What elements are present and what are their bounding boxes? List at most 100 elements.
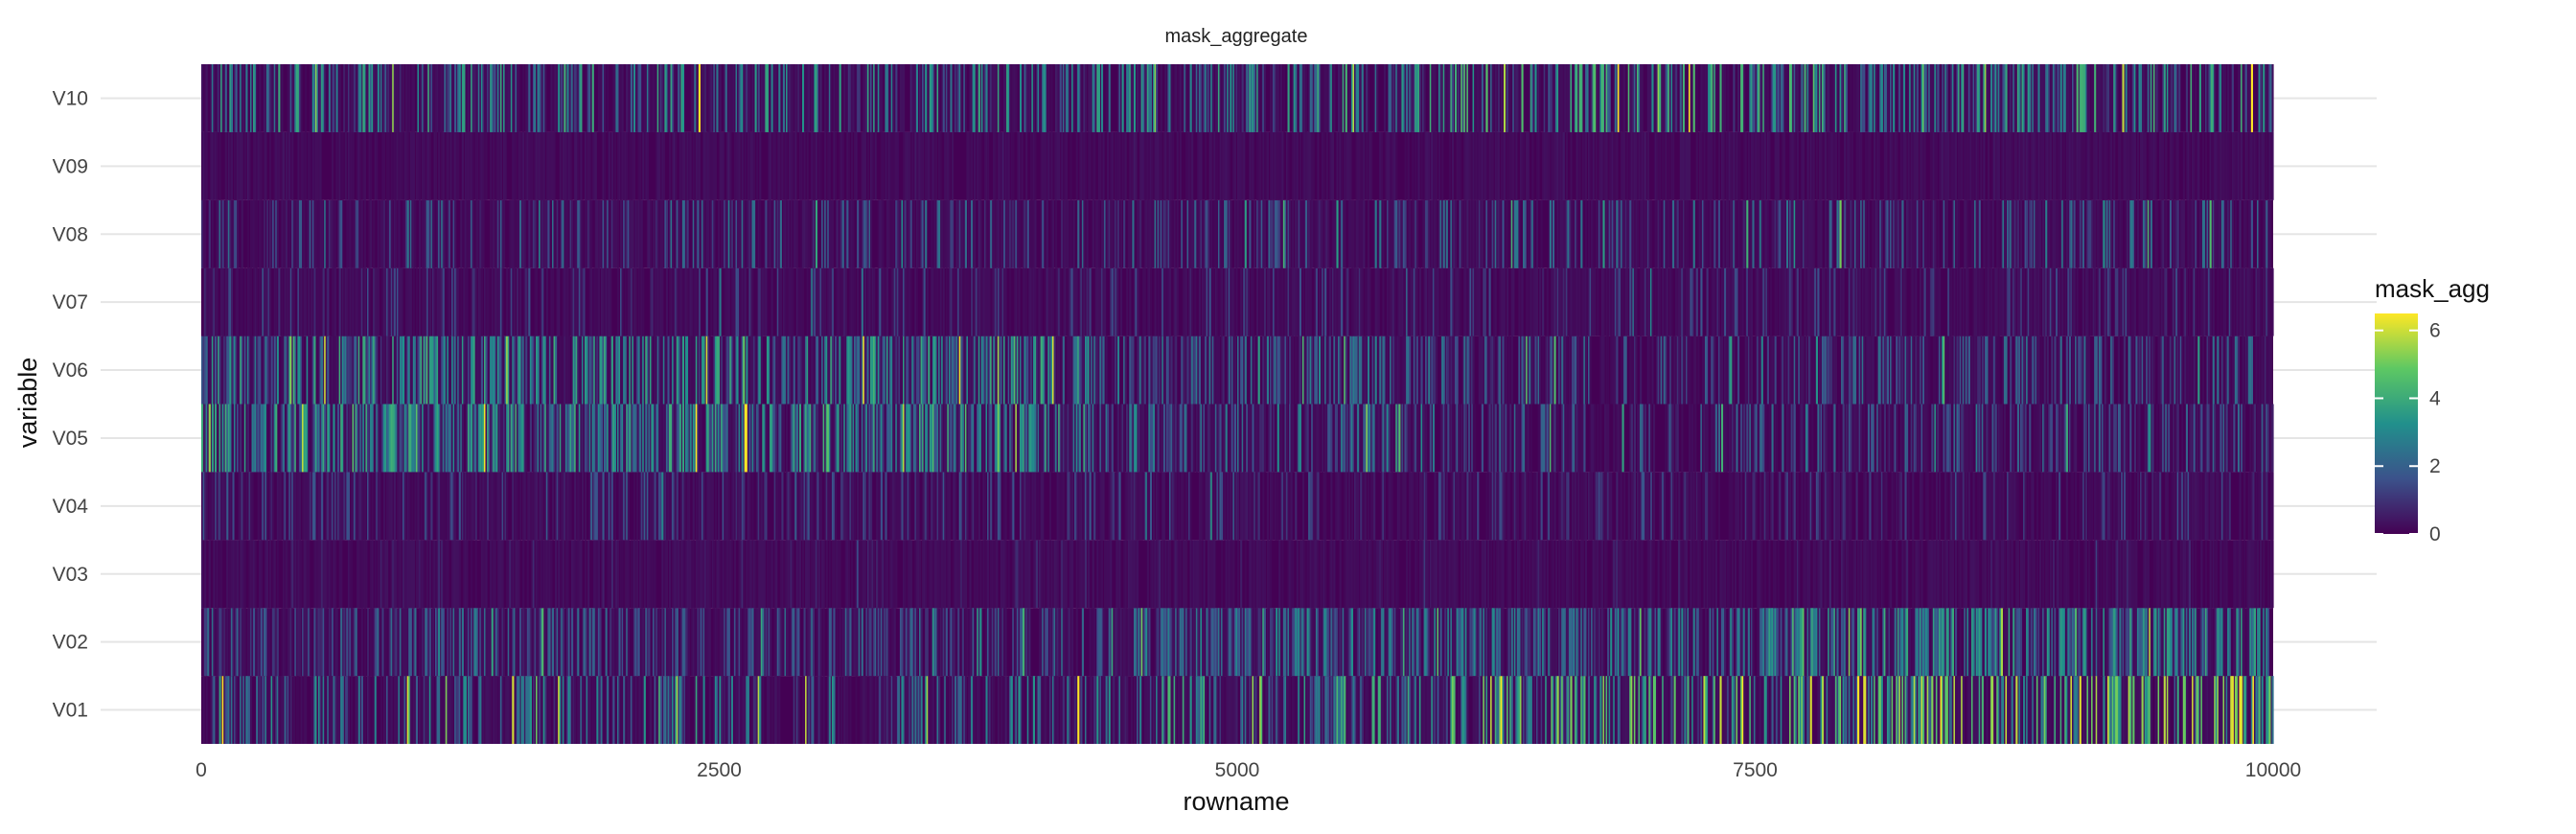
heatmap-cell (244, 608, 246, 676)
heatmap-cell (1765, 405, 1767, 473)
heatmap-cell (297, 676, 299, 744)
heatmap-cell (728, 472, 730, 540)
heatmap-cell (1360, 472, 1362, 540)
heatmap-cell (1028, 608, 1030, 676)
heatmap-cell (2020, 676, 2022, 744)
heatmap-cell (2050, 472, 2052, 540)
heatmap-cell (1300, 676, 1301, 744)
heatmap-cell (1875, 540, 1877, 608)
heatmap-cell (2001, 608, 2003, 676)
heatmap-cell (539, 676, 540, 744)
heatmap-cell (1699, 540, 1701, 608)
heatmap-cell (724, 676, 725, 744)
heatmap-cell (1447, 405, 1449, 473)
heatmap-cell (669, 608, 671, 676)
heatmap-cell (1118, 472, 1120, 540)
heatmap-cell (797, 608, 799, 676)
heatmap-cell (240, 608, 242, 676)
heatmap-cell (1817, 405, 1819, 473)
heatmap-cell (1093, 472, 1095, 540)
heatmap-cell (596, 676, 598, 744)
heatmap-cell (990, 472, 992, 540)
heatmap-cell (783, 405, 785, 473)
heatmap-cell (577, 608, 579, 676)
heatmap-cell (1463, 472, 1465, 540)
heatmap-cell (308, 540, 310, 608)
heatmap-cell (1392, 608, 1393, 676)
heatmap-cell (644, 540, 646, 608)
heatmap-cell (1729, 540, 1731, 608)
heatmap-cell (2109, 540, 2111, 608)
heatmap-cell (978, 676, 980, 744)
heatmap-cell (229, 405, 231, 473)
heatmap-cell (300, 540, 302, 608)
heatmap-cell (408, 472, 410, 540)
heatmap-cell (2216, 540, 2218, 608)
heatmap-cell (586, 405, 588, 473)
heatmap-cell (1057, 676, 1059, 744)
heatmap-cell (993, 676, 995, 744)
heatmap-cell (693, 472, 695, 540)
heatmap-cell (1856, 472, 1858, 540)
heatmap-cell (1169, 540, 1171, 608)
heatmap-cell (1239, 405, 1241, 473)
heatmap-cell (213, 676, 215, 744)
heatmap-row-v04 (201, 472, 2274, 540)
heatmap-cell (1678, 608, 1680, 676)
heatmap-cell (212, 472, 214, 540)
heatmap-cell (274, 540, 276, 608)
heatmap-cell (1878, 472, 1880, 540)
heatmap-cell (1340, 540, 1342, 608)
heatmap-cell (892, 405, 894, 473)
heatmap-cell (2168, 676, 2170, 744)
heatmap-cell (1583, 676, 1585, 744)
heatmap-cell (1382, 405, 1384, 473)
heatmap-cell (395, 540, 397, 608)
heatmap-cell (1528, 405, 1530, 473)
heatmap-cell (2243, 472, 2245, 540)
heatmap-cell (258, 472, 260, 540)
heatmap-cell (401, 405, 402, 473)
heatmap-cell (1745, 676, 1747, 744)
heatmap-cell (1622, 540, 1624, 608)
heatmap-cell (1843, 405, 1845, 473)
heatmap-cell (1190, 676, 1192, 744)
heatmap-cell (1477, 472, 1479, 540)
heatmap-cell (558, 540, 560, 608)
heatmap-cell (1653, 405, 1655, 473)
heatmap-cell (666, 540, 668, 608)
heatmap-cell (865, 676, 867, 744)
heatmap-cell (1737, 676, 1739, 744)
heatmap-cell (2271, 676, 2273, 744)
heatmap-cell (1234, 405, 1236, 473)
heatmap-cell (885, 472, 886, 540)
heatmap-cell (728, 676, 730, 744)
heatmap-cell (2119, 608, 2121, 676)
heatmap-cell (1270, 405, 1272, 473)
heatmap-cell (1582, 540, 1584, 608)
heatmap-cell (2088, 676, 2090, 744)
heatmap-cell (2002, 472, 2004, 540)
heatmap-cell (2088, 540, 2090, 608)
heatmap-cell (641, 540, 643, 608)
heatmap-cell (1022, 540, 1024, 608)
heatmap-cell (1973, 472, 1975, 540)
heatmap-cell (1553, 472, 1555, 540)
heatmap-cell (661, 540, 663, 608)
heatmap-cell (574, 676, 576, 744)
heatmap-cell (1846, 405, 1848, 473)
heatmap-cell (1656, 676, 1658, 744)
heatmap-cell (361, 608, 363, 676)
heatmap-cell (1273, 608, 1275, 676)
heatmap-cell (1333, 540, 1335, 608)
heatmap-cell (1574, 540, 1576, 608)
heatmap-cell (2232, 676, 2234, 744)
heatmap-cell (1277, 472, 1279, 540)
heatmap-cell (261, 540, 263, 608)
heatmap-cell (937, 608, 939, 676)
heatmap-cell (648, 608, 650, 676)
heatmap-cell (2020, 608, 2022, 676)
heatmap-cell (1381, 540, 1383, 608)
heatmap-cell (781, 608, 783, 676)
heatmap-cell (833, 608, 835, 676)
